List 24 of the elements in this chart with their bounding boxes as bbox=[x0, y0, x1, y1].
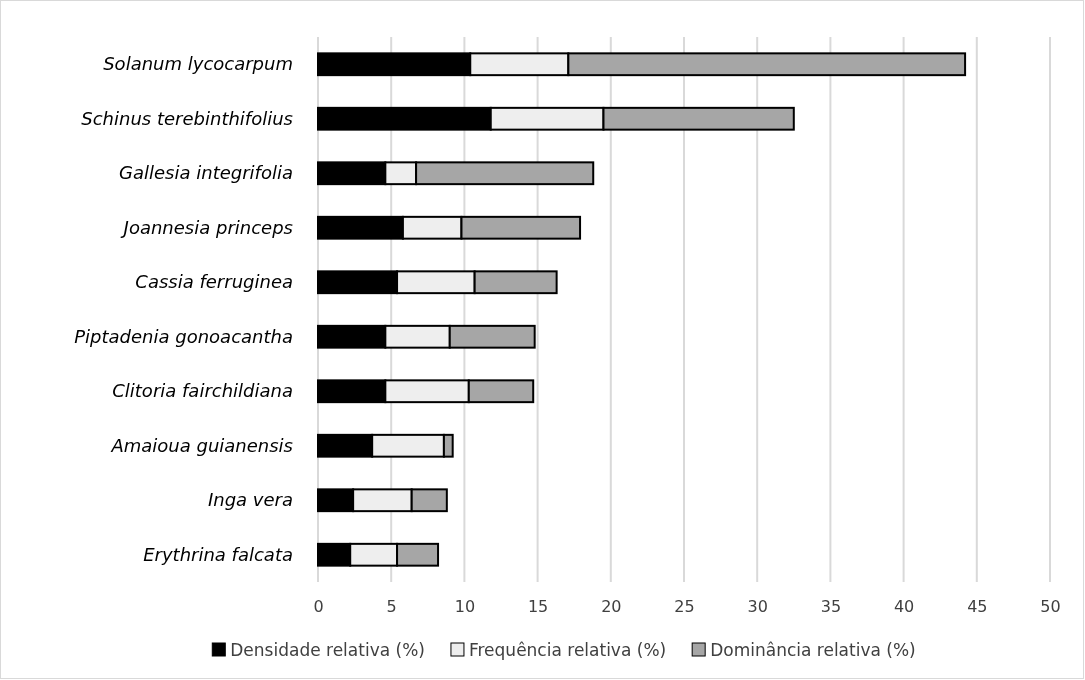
x-tick-label: 25 bbox=[674, 597, 695, 617]
legend-label: Densidade relativa (%) bbox=[230, 640, 425, 660]
y-tick-label: Gallesia integrifolia bbox=[119, 162, 293, 184]
x-tick-label: 10 bbox=[454, 597, 476, 617]
legend-label: Frequência relativa (%) bbox=[468, 640, 667, 660]
x-tick-label: 35 bbox=[820, 597, 842, 617]
y-tick-label: Cassia ferruginea bbox=[135, 271, 293, 293]
x-tick-label: 50 bbox=[1040, 597, 1061, 617]
y-tick-label: Inga vera bbox=[207, 489, 293, 511]
y-tick-label: Joannesia princeps bbox=[120, 216, 293, 238]
x-tick-label: 5 bbox=[386, 597, 397, 617]
x-tick-label: 45 bbox=[967, 597, 988, 617]
x-tick-label: 20 bbox=[601, 597, 622, 617]
y-tick-label: Clitoria fairchildiana bbox=[112, 380, 293, 402]
x-tick-label: 15 bbox=[527, 597, 549, 617]
y-tick-label: Erythrina falcata bbox=[143, 543, 293, 565]
y-tick-label: Schinus terebinthifolius bbox=[81, 107, 293, 129]
y-tick-label: Solanum lycocarpum bbox=[103, 53, 293, 75]
x-tick-label: 0 bbox=[313, 597, 324, 617]
legend-label: Dominância relativa (%) bbox=[710, 640, 916, 660]
x-tick-label: 40 bbox=[893, 597, 915, 617]
y-tick-label: Piptadenia gonoacantha bbox=[74, 325, 293, 347]
y-tick-label: Amaioua guianensis bbox=[110, 434, 293, 456]
x-tick-label: 30 bbox=[747, 597, 768, 617]
